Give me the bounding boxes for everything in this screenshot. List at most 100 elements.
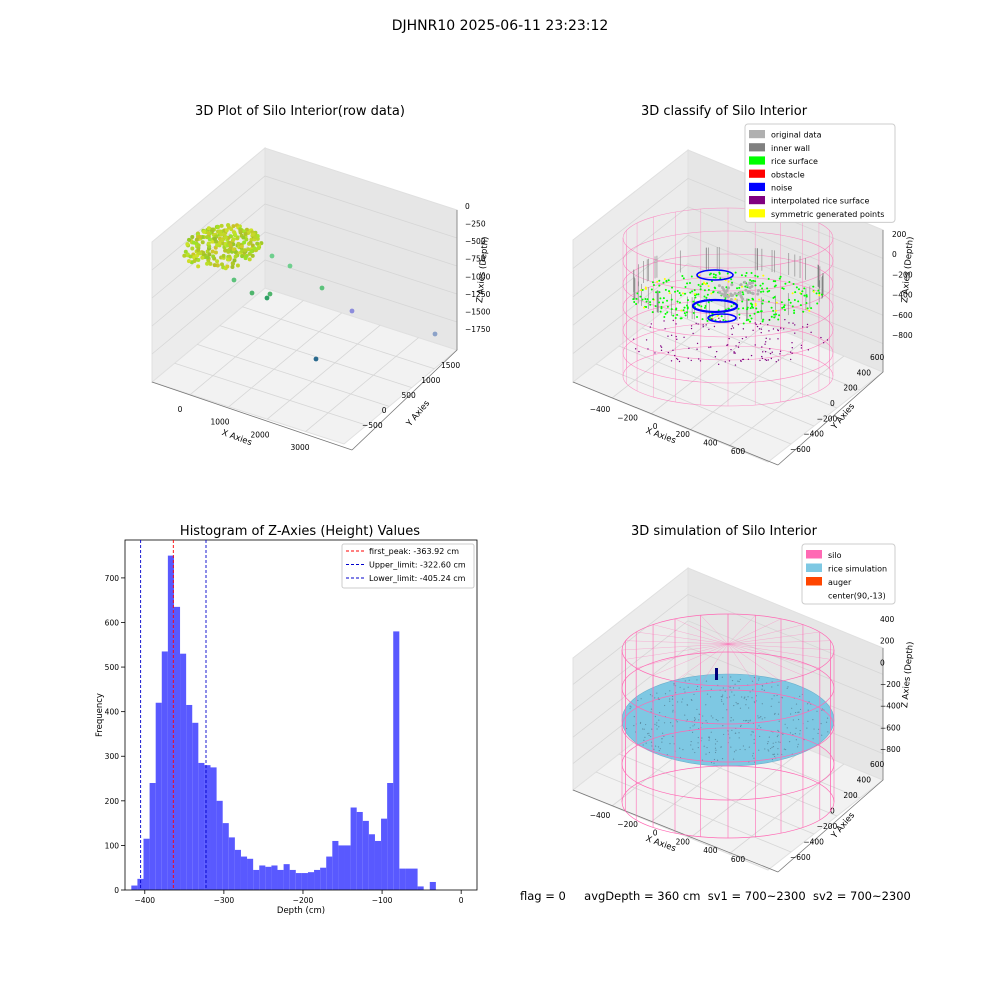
outlier-point: [349, 308, 355, 314]
rice-surface-point: [681, 292, 684, 295]
rice-surface-point: [640, 289, 643, 292]
rice-surface-point: [701, 283, 704, 286]
rice-surface-point: [663, 278, 666, 281]
y-tick-label: 500: [105, 663, 120, 672]
rice-surface-point: [772, 280, 775, 283]
legend-label: first_peak: -363.92 cm: [369, 547, 459, 556]
rice-surface-point: [778, 314, 781, 317]
rice-surface-point: [788, 281, 791, 284]
rice-surface-point: [773, 313, 776, 316]
rice-mesh-point: [731, 679, 734, 682]
rice-mesh-point: [730, 746, 732, 748]
raw-point: [196, 243, 201, 248]
legend-swatch: [749, 196, 765, 205]
interpolated-point: [660, 346, 663, 348]
rice-mesh-point: [753, 738, 755, 741]
legend-label: center(90,-13): [828, 592, 886, 601]
rice-mesh-point: [710, 761, 713, 764]
rice-mesh-point: [645, 742, 647, 744]
rice-surface-point: [774, 309, 777, 312]
interpolated-point: [794, 324, 796, 326]
rice-mesh-point: [728, 696, 731, 698]
raw-point: [225, 257, 230, 262]
interpolated-point: [767, 359, 770, 361]
y-tick-label: 200: [843, 791, 858, 800]
interpolated-point: [695, 322, 697, 325]
y-tick-label: 400: [857, 368, 872, 377]
rice-mesh-point: [651, 695, 653, 697]
rice-mesh-point: [656, 728, 658, 730]
rice-surface-point: [734, 297, 737, 300]
interpolated-point: [761, 346, 763, 348]
outlier-point: [287, 263, 293, 269]
interpolated-point: [755, 323, 757, 326]
rice-mesh-point: [770, 705, 772, 707]
rice-mesh-point: [751, 731, 753, 733]
rice-surface-point: [742, 322, 745, 325]
rice-mesh-point: [768, 736, 770, 738]
rice-mesh-point: [633, 716, 635, 718]
original-point: [750, 281, 754, 285]
interpolated-point: [800, 344, 803, 347]
rice-mesh-point: [736, 703, 738, 705]
rice-surface-point: [767, 300, 770, 303]
rice-mesh-point: [813, 728, 815, 730]
y-tick-label: 200: [843, 384, 858, 393]
raw-point: [253, 235, 258, 240]
rice-mesh-point: [827, 731, 829, 733]
rice-surface-point: [820, 293, 823, 296]
histogram-bar: [247, 858, 254, 890]
rice-mesh-point: [745, 704, 747, 706]
interpolated-point: [730, 328, 733, 330]
rice-mesh-point: [752, 689, 754, 691]
histogram-bar: [143, 838, 150, 890]
rice-mesh-point: [698, 719, 700, 721]
rice-surface-point: [806, 307, 809, 310]
z-tick-label: 400: [880, 615, 895, 624]
rice-mesh-point: [755, 700, 757, 702]
interpolated-point: [690, 327, 693, 330]
interpolated-point: [820, 336, 822, 339]
rice-mesh-point: [779, 741, 781, 743]
rice-surface-point: [645, 300, 648, 303]
rice-mesh-point: [757, 715, 759, 717]
sv2-status: sv2 = 700~2300: [812, 889, 911, 903]
rice-mesh-point: [767, 749, 769, 751]
rice-surface-point: [772, 296, 775, 299]
rice-mesh-point: [761, 718, 763, 720]
raw-point: [228, 242, 233, 247]
raw-point: [213, 250, 218, 255]
interpolated-point: [764, 351, 767, 353]
rice-mesh-point: [722, 703, 725, 705]
rice-surface-point: [727, 280, 730, 283]
silo-roof-strut: [652, 624, 729, 645]
x-tick-label: 600: [731, 855, 746, 864]
rice-surface-point: [705, 296, 708, 299]
x-tick-label: −200: [617, 820, 638, 829]
rice-surface-point: [749, 279, 752, 282]
rice-mesh-point: [644, 736, 646, 739]
rice-mesh-point: [703, 745, 705, 747]
rice-surface-point: [722, 318, 725, 321]
rice-mesh-point: [662, 732, 664, 734]
rice-mesh-point: [795, 739, 797, 741]
rice-surface-point: [770, 306, 773, 309]
raw-point: [220, 238, 225, 243]
z-tick-label: −600: [880, 723, 901, 732]
rice-mesh-point: [691, 699, 693, 702]
rice-mesh-point: [732, 687, 735, 689]
grid-line: [219, 325, 412, 388]
histogram-bar: [326, 856, 333, 890]
y-tick-label: 1000: [421, 376, 440, 385]
rice-surface-point: [780, 301, 783, 304]
rice-mesh-point: [658, 749, 660, 752]
rice-surface-point: [658, 301, 661, 304]
histogram-bar: [137, 878, 144, 890]
legend-label: auger: [828, 578, 852, 587]
outlier-point: [267, 291, 273, 297]
rice-mesh-point: [744, 696, 746, 698]
x-tick-label: 600: [731, 447, 746, 456]
rice-surface-point: [712, 276, 715, 279]
rice-surface-point: [707, 285, 710, 288]
rice-mesh-point: [756, 683, 758, 685]
